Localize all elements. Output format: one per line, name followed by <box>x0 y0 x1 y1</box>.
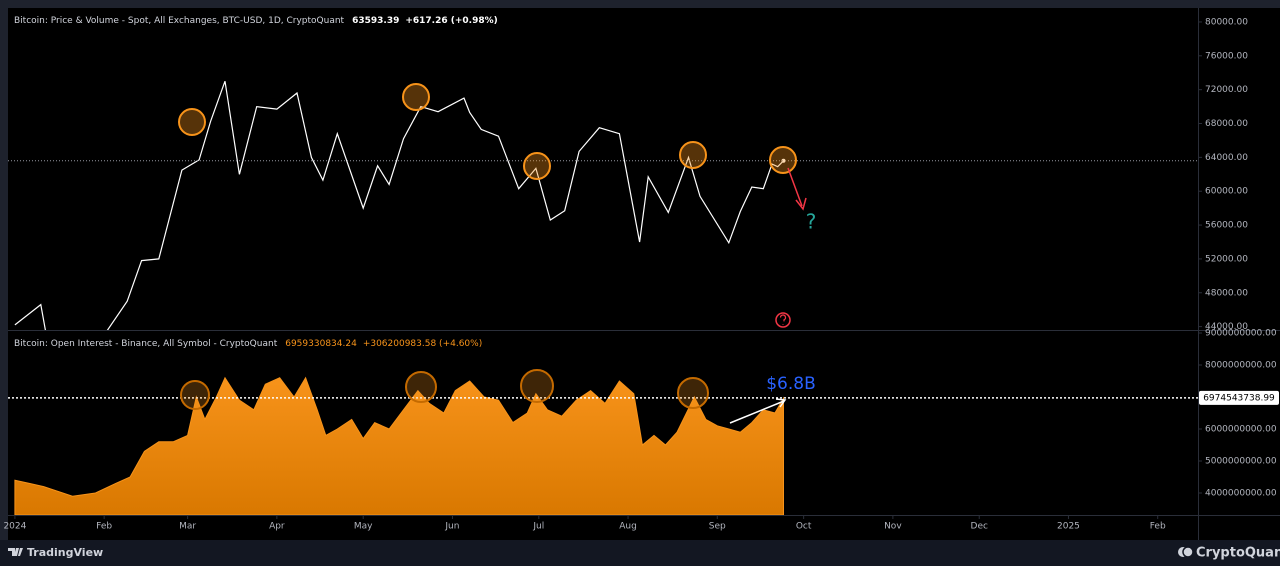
y-tick-label: 48000.00 <box>1205 288 1248 298</box>
y-tick-label: 64000.00 <box>1205 153 1248 163</box>
x-tick-label: Feb <box>96 522 112 532</box>
oi-area <box>14 376 784 515</box>
question-annotation: ? <box>806 210 817 234</box>
price-title: Bitcoin: Price & Volume - Spot, All Exch… <box>14 16 345 26</box>
highlight-circle <box>523 152 551 180</box>
price-last: 63593.39 <box>352 16 399 26</box>
highlight-circle <box>402 83 430 111</box>
footer-right: CryptoQuant <box>1196 546 1280 561</box>
tradingview-logo: TradingView <box>8 546 103 559</box>
x-tick-label: Aug <box>619 522 637 532</box>
x-tick-label: May <box>354 522 373 532</box>
oi-change: +306200983.58 (+4.60%) <box>363 339 482 349</box>
oi-header: Bitcoin: Open Interest - Binance, All Sy… <box>14 339 482 349</box>
y-tick-label: 56000.00 <box>1205 221 1248 231</box>
arrow-line <box>729 400 785 424</box>
price-line <box>14 80 784 330</box>
tv-icon <box>8 548 23 556</box>
y-tick-label: 60000.00 <box>1205 187 1248 197</box>
icon-ring <box>775 312 791 328</box>
x-tick-label: Oct <box>796 522 812 532</box>
red-arrow <box>787 167 807 211</box>
footer <box>0 540 1280 566</box>
y-tick-label: 4000000000.00 <box>1205 489 1277 499</box>
y-tick-label: 52000.00 <box>1205 254 1248 264</box>
series-group <box>14 80 786 330</box>
highlight-circles <box>178 83 797 410</box>
y-tick-label: 9000000000.00 <box>1205 329 1277 339</box>
icon-glyph <box>779 314 787 325</box>
axis-background <box>1198 8 1280 515</box>
x-tick-label: 2024 <box>3 522 26 532</box>
y-tick-label: 6000000000.00 <box>1205 425 1277 435</box>
oi-last: 6959330834.24 <box>285 339 357 349</box>
level-label-box <box>1199 390 1279 405</box>
price-change: +617.26 (+0.98%) <box>405 16 497 26</box>
oi-annotation: $6.8B <box>766 374 816 394</box>
x-tick-label: 2025 <box>1057 522 1080 532</box>
arrow-line <box>787 167 803 207</box>
x-tick-label: Feb <box>1150 522 1166 532</box>
highlight-circle <box>405 371 437 403</box>
x-tick-label: Nov <box>884 522 902 532</box>
x-tick-label: Jun <box>444 522 459 532</box>
price-header: Bitcoin: Price & Volume - Spot, All Exch… <box>14 16 498 26</box>
y-tick-label: 44000.00 <box>1205 322 1248 332</box>
y-tick-label: 8000000000.00 <box>1205 361 1277 371</box>
y-tick-label: 68000.00 <box>1205 119 1248 129</box>
level-label: 6974543738.99 <box>1203 393 1275 403</box>
x-tick-label: Jul <box>532 522 544 532</box>
highlight-circle <box>520 369 554 403</box>
layer: 44000.00 48000.00 52000.00 56000.00 60000.00… <box>3 17 1279 532</box>
highlight-circle <box>769 146 797 174</box>
highlight-circle <box>178 108 206 136</box>
highlight-circle <box>679 141 707 169</box>
arrow-head <box>775 398 787 408</box>
white-arrow <box>729 398 787 424</box>
y-tick-label: 72000.00 <box>1205 85 1248 95</box>
question-icon <box>775 312 791 328</box>
cryptoquant-logo: CryptoQuant <box>1178 546 1280 561</box>
arrow-head <box>795 197 807 211</box>
y-tick-label: 80000.00 <box>1205 17 1248 27</box>
x-tick-label: Mar <box>179 522 196 532</box>
highlight-circle <box>180 380 210 410</box>
highlight-circle <box>677 377 709 409</box>
y-tick-label: 5000000000.00 <box>1205 457 1277 467</box>
oi-title: Bitcoin: Open Interest - Binance, All Sy… <box>14 339 278 349</box>
y-tick-label: 76000.00 <box>1205 51 1248 61</box>
x-tick-label: Apr <box>269 522 285 532</box>
cq-icon <box>1182 546 1194 558</box>
x-tick-label: Dec <box>971 522 988 532</box>
footer-left: TradingView <box>27 546 103 559</box>
x-tick-label: Sep <box>709 522 726 532</box>
last-point <box>781 158 786 163</box>
time-axis-background <box>8 515 1280 540</box>
series-group <box>14 376 784 515</box>
